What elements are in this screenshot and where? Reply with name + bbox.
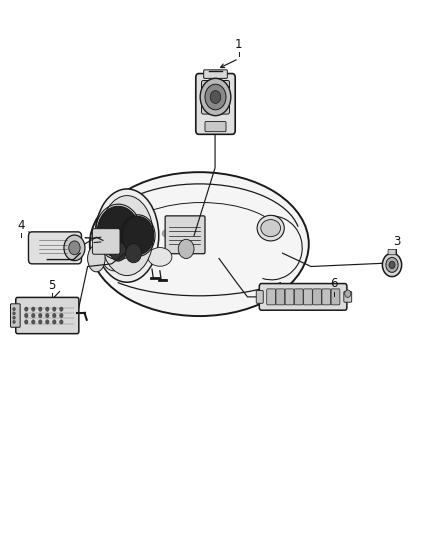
Circle shape <box>126 244 141 263</box>
Circle shape <box>25 320 28 324</box>
FancyBboxPatch shape <box>259 284 347 310</box>
Text: 6: 6 <box>330 278 338 290</box>
FancyBboxPatch shape <box>205 72 211 78</box>
Circle shape <box>39 307 42 311</box>
Circle shape <box>382 253 402 277</box>
Circle shape <box>386 257 398 272</box>
FancyBboxPatch shape <box>267 289 276 305</box>
FancyBboxPatch shape <box>196 74 235 134</box>
Circle shape <box>32 307 35 311</box>
FancyBboxPatch shape <box>276 289 285 305</box>
Text: 3: 3 <box>393 235 400 248</box>
Circle shape <box>32 313 35 318</box>
FancyBboxPatch shape <box>165 216 205 254</box>
Circle shape <box>97 206 139 257</box>
Text: 1: 1 <box>235 38 243 51</box>
Circle shape <box>39 320 42 324</box>
FancyBboxPatch shape <box>28 232 81 264</box>
Circle shape <box>345 290 351 297</box>
Circle shape <box>178 239 194 259</box>
Circle shape <box>60 320 63 324</box>
FancyBboxPatch shape <box>304 289 312 305</box>
FancyBboxPatch shape <box>212 72 219 78</box>
Circle shape <box>53 307 56 311</box>
Circle shape <box>60 307 63 311</box>
Circle shape <box>39 313 42 318</box>
Ellipse shape <box>95 228 110 243</box>
Text: 5: 5 <box>48 279 55 292</box>
Circle shape <box>389 261 395 269</box>
Circle shape <box>110 242 126 261</box>
Circle shape <box>53 320 56 324</box>
FancyBboxPatch shape <box>256 290 263 303</box>
FancyBboxPatch shape <box>285 289 294 305</box>
FancyBboxPatch shape <box>92 229 120 254</box>
Circle shape <box>13 320 15 324</box>
Text: 4: 4 <box>17 219 25 232</box>
Circle shape <box>25 313 28 318</box>
FancyBboxPatch shape <box>344 292 352 302</box>
Ellipse shape <box>148 247 172 266</box>
Circle shape <box>25 307 28 311</box>
Circle shape <box>13 312 15 315</box>
Circle shape <box>200 78 231 116</box>
Circle shape <box>32 320 35 324</box>
FancyBboxPatch shape <box>331 289 340 305</box>
FancyBboxPatch shape <box>204 70 227 78</box>
Ellipse shape <box>257 215 284 241</box>
Circle shape <box>46 307 49 311</box>
Circle shape <box>46 320 49 324</box>
Circle shape <box>210 91 221 103</box>
FancyBboxPatch shape <box>294 289 303 305</box>
FancyBboxPatch shape <box>220 72 226 78</box>
FancyBboxPatch shape <box>201 80 230 114</box>
Circle shape <box>46 313 49 318</box>
FancyBboxPatch shape <box>322 289 331 305</box>
FancyBboxPatch shape <box>313 289 321 305</box>
Circle shape <box>53 313 56 318</box>
Ellipse shape <box>261 220 280 237</box>
Ellipse shape <box>101 196 153 276</box>
FancyBboxPatch shape <box>11 304 20 327</box>
Circle shape <box>69 241 80 255</box>
FancyBboxPatch shape <box>388 249 396 255</box>
Ellipse shape <box>29 236 39 260</box>
Circle shape <box>13 316 15 319</box>
Circle shape <box>60 313 63 318</box>
Circle shape <box>205 84 226 110</box>
Ellipse shape <box>90 172 309 316</box>
Circle shape <box>13 308 15 311</box>
Circle shape <box>64 235 85 261</box>
Ellipse shape <box>88 245 105 272</box>
Ellipse shape <box>162 227 197 240</box>
FancyBboxPatch shape <box>16 297 79 334</box>
FancyBboxPatch shape <box>205 122 226 132</box>
Circle shape <box>122 216 154 255</box>
Ellipse shape <box>95 189 159 282</box>
